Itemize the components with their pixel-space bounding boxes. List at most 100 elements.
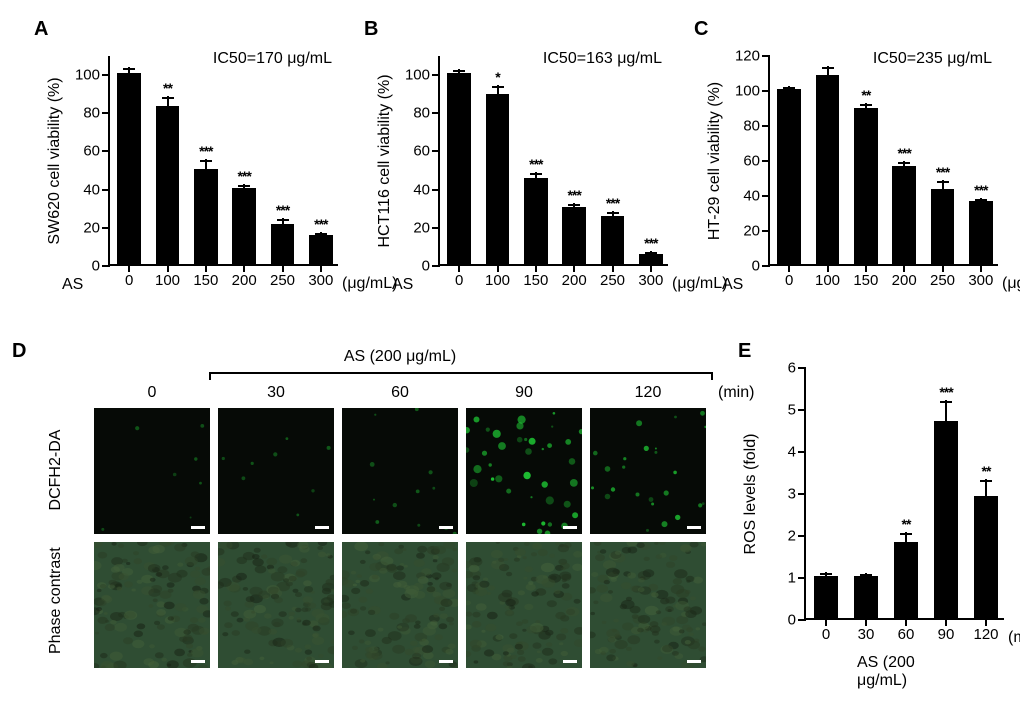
bar — [969, 201, 993, 264]
x-tick-label: 200 — [892, 272, 917, 289]
phase-contrast-image — [342, 542, 458, 668]
y-tick — [432, 112, 440, 114]
significance-label: ** — [902, 516, 911, 532]
error-cap — [860, 104, 872, 106]
x-tick — [458, 264, 460, 272]
y-tick — [762, 160, 770, 162]
x-tick-label: 60 — [898, 626, 915, 643]
plot-area: 0123456ROS levels (fold)030**60***90**12… — [804, 368, 1004, 620]
error-cap — [315, 233, 327, 235]
y-tick — [432, 150, 440, 152]
y-tick-label: 0 — [422, 258, 430, 275]
x-tick — [320, 264, 322, 272]
scalebar — [191, 660, 205, 663]
x-tick-label: 0 — [455, 272, 463, 289]
y-tick — [798, 535, 806, 537]
error-cap — [162, 97, 174, 99]
bar — [639, 254, 663, 264]
y-tick-label: 60 — [413, 143, 430, 160]
y-tick-label: 5 — [788, 402, 796, 419]
significance-label: *** — [529, 156, 542, 172]
y-tick-label: 80 — [413, 105, 430, 122]
panel-E: E0123456ROS levels (fold)030**60***90**1… — [744, 344, 1020, 700]
scalebar — [439, 526, 453, 529]
bar — [156, 106, 180, 264]
row-label: Phase contrast — [47, 554, 65, 654]
y-tick — [798, 493, 806, 495]
y-tick — [102, 227, 110, 229]
x-tick-label: 0 — [822, 626, 830, 643]
significance-label: *** — [974, 182, 987, 198]
significance-label: *** — [939, 384, 952, 400]
bar — [562, 207, 586, 264]
error-cap — [238, 185, 250, 187]
error-cap — [453, 70, 465, 72]
scalebar — [315, 660, 329, 663]
significance-label: *** — [606, 195, 619, 211]
x-tick — [167, 264, 169, 272]
significance-label: *** — [199, 143, 212, 159]
bar — [486, 94, 510, 264]
error-cap — [568, 204, 580, 206]
bar — [524, 178, 548, 264]
x-tick-label: 100 — [815, 272, 840, 289]
y-tick-label: 80 — [83, 105, 100, 122]
bar — [232, 188, 256, 264]
x-tick — [243, 264, 245, 272]
phase-contrast-image — [466, 542, 582, 668]
x-tick — [573, 264, 575, 272]
treatment-title: AS (200 μg/mL) — [344, 348, 456, 366]
y-tick — [762, 230, 770, 232]
panel-B: B020406080100HCT116 cell viability (%)0*… — [370, 22, 708, 346]
scalebar — [687, 660, 701, 663]
x-tick-label: 0 — [785, 272, 793, 289]
bar — [934, 421, 958, 618]
y-axis-label: HCT116 cell viability (%) — [376, 74, 394, 247]
bar — [447, 73, 471, 264]
figure-root: A020406080100SW620 cell viability (%)0**… — [12, 12, 1008, 714]
y-tick — [102, 112, 110, 114]
x-tick — [205, 264, 207, 272]
ic50-annotation: IC50=163 μg/mL — [543, 50, 662, 68]
y-tick — [762, 195, 770, 197]
bar — [816, 75, 840, 264]
x-tick — [865, 264, 867, 272]
y-tick-label: 6 — [788, 360, 796, 377]
error-cap — [940, 401, 952, 403]
y-tick — [102, 265, 110, 267]
x-tick — [905, 618, 907, 626]
y-axis-label: ROS levels (fold) — [742, 434, 760, 555]
x-axis-bottom-label: AS (200 μg/mL) — [857, 654, 955, 690]
y-tick — [432, 74, 440, 76]
error-cap — [860, 574, 872, 576]
y-tick-label: 20 — [83, 219, 100, 236]
bar — [814, 576, 838, 618]
bar — [892, 166, 916, 264]
x-axis-prefix: AS — [62, 276, 83, 294]
bar — [854, 108, 878, 264]
y-tick — [762, 55, 770, 57]
x-tick-label: 300 — [638, 272, 663, 289]
error-cap — [820, 573, 832, 575]
y-tick — [798, 619, 806, 621]
y-tick-label: 100 — [405, 67, 430, 84]
bar — [601, 216, 625, 264]
phase-contrast-image — [94, 542, 210, 668]
bar — [931, 189, 955, 264]
bar — [894, 542, 918, 618]
y-tick — [432, 227, 440, 229]
y-tick — [102, 74, 110, 76]
plot-area: 020406080100HCT116 cell viability (%)0*1… — [438, 56, 668, 266]
error-cap — [530, 173, 542, 175]
x-tick — [865, 618, 867, 626]
ic50-annotation: IC50=235 μg/mL — [873, 50, 992, 68]
x-tick — [825, 618, 827, 626]
significance-label: *** — [237, 168, 250, 184]
y-tick-label: 0 — [788, 612, 796, 629]
error-cap — [898, 162, 910, 164]
time-col-label: 60 — [391, 384, 409, 402]
x-axis-prefix: AS — [392, 276, 413, 294]
error-cap — [607, 212, 619, 214]
error-bar — [945, 400, 947, 421]
panel-D: DAS (200 μg/mL)0306090120(min)DCFH2-DAPh… — [18, 344, 774, 696]
